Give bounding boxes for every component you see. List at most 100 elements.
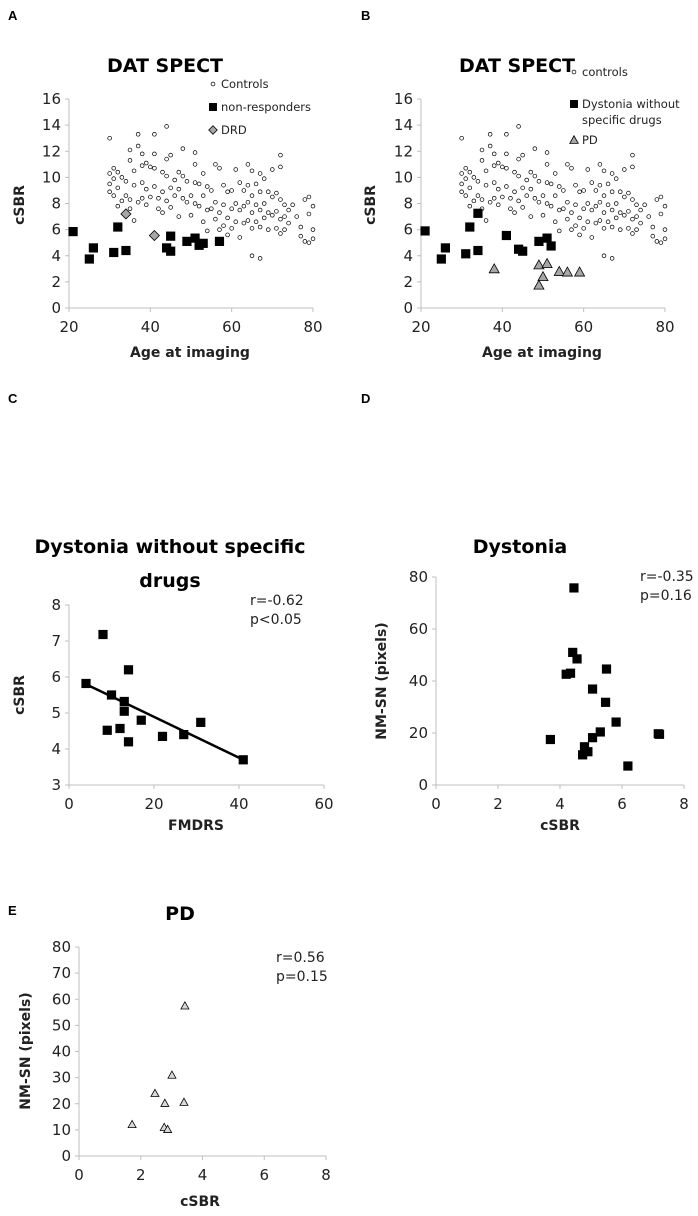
- data-point: [131, 182, 137, 188]
- y-axis-label: cSBR: [12, 675, 28, 715]
- data-point: [532, 173, 538, 179]
- data-point: [136, 715, 146, 725]
- data-point: [518, 246, 528, 256]
- panel-c: C Dystonia without specific drugs 3 4 5 6 7 8 0 20…: [8, 391, 334, 834]
- data-point: [98, 629, 108, 640]
- data-point: [167, 1070, 177, 1079]
- y-tick-label: 16: [42, 90, 61, 108]
- data-point: [278, 231, 283, 236]
- data-point: [589, 235, 595, 240]
- data-point: [461, 249, 471, 259]
- data-point: [160, 1098, 170, 1107]
- x-tick-label: 60: [314, 795, 333, 813]
- data-point: [581, 188, 586, 193]
- legend: controls Dystonia without specific drugs PD: [569, 65, 680, 147]
- data-point: [565, 668, 576, 678]
- legend-marker: [569, 134, 579, 144]
- data-point: [148, 164, 153, 170]
- data-point: [270, 213, 275, 218]
- data-point: [172, 177, 177, 183]
- correlation-annotation: p<0.05: [250, 612, 302, 628]
- data-point: [257, 171, 263, 176]
- data-point: [168, 185, 173, 191]
- data-point: [179, 1097, 189, 1106]
- correlation-annotation: p=0.15: [276, 969, 328, 985]
- data-point: [585, 167, 590, 172]
- chart-title: DAT SPECT: [459, 55, 575, 77]
- y-tick-label: 80: [409, 568, 428, 586]
- data-point: [436, 254, 446, 264]
- correlation-annotation: r=-0.35: [640, 569, 694, 585]
- data-point: [548, 181, 554, 187]
- data-point: [107, 189, 112, 194]
- data-point: [249, 168, 255, 174]
- data-point: [646, 214, 651, 219]
- y-tick-label: 0: [418, 776, 428, 794]
- data-point: [473, 208, 483, 218]
- data-point: [504, 151, 509, 157]
- data-point: [609, 224, 615, 230]
- data-point: [572, 654, 582, 664]
- data-point: [253, 181, 259, 187]
- data-point: [569, 583, 579, 593]
- data-point: [245, 182, 251, 188]
- data-point: [245, 199, 251, 205]
- data-point: [257, 224, 263, 230]
- data-point: [557, 207, 562, 213]
- data-point: [516, 124, 521, 129]
- data-point: [115, 723, 125, 734]
- data-point: [282, 214, 287, 219]
- data-point: [168, 152, 173, 158]
- data-point: [119, 706, 129, 716]
- y-tick-label: 14: [42, 116, 61, 134]
- data-point: [638, 207, 643, 213]
- data-point: [135, 143, 141, 149]
- data-point: [534, 236, 544, 246]
- x-tick-label: 2: [493, 795, 503, 813]
- y-tick-label: 10: [42, 168, 61, 186]
- data-point: [483, 168, 489, 174]
- data-point: [115, 169, 121, 175]
- data-point: [213, 162, 218, 167]
- data-point: [245, 218, 251, 223]
- data-point: [278, 216, 283, 222]
- legend-label: controls: [582, 65, 628, 79]
- data-point: [463, 176, 468, 181]
- data-point: [626, 226, 631, 231]
- data-point: [623, 761, 633, 771]
- data-point: [491, 151, 497, 157]
- data-point: [597, 218, 603, 223]
- data-point: [532, 196, 538, 201]
- data-point: [160, 210, 165, 215]
- data-point: [609, 171, 615, 176]
- data-point: [552, 193, 558, 198]
- x-tick-label: 6: [617, 795, 627, 813]
- data-point: [597, 199, 603, 205]
- x-tick-label: 20: [144, 795, 163, 813]
- data-point: [662, 203, 668, 209]
- data-point: [196, 717, 206, 727]
- y-axis-label: cSBR: [12, 185, 28, 225]
- data-point: [152, 151, 157, 157]
- data-point: [166, 246, 176, 256]
- data-point: [196, 203, 202, 209]
- data-point: [131, 218, 137, 223]
- data-point: [587, 733, 598, 743]
- data-point: [249, 210, 255, 215]
- data-point: [127, 197, 133, 202]
- data-point: [504, 165, 509, 171]
- data-point: [253, 219, 259, 225]
- data-point: [139, 163, 145, 168]
- y-tick-label: 40: [52, 1043, 71, 1061]
- legend-label: specific drugs: [582, 113, 662, 127]
- data-point: [274, 190, 279, 196]
- data-point: [184, 179, 190, 184]
- data-point: [310, 203, 316, 209]
- x-tick-label: 6: [259, 1166, 269, 1184]
- correlation-annotation: r=0.56: [276, 950, 325, 966]
- data-point: [198, 238, 208, 248]
- data-point: [290, 202, 295, 208]
- data-point: [123, 193, 129, 198]
- data-point: [634, 214, 639, 219]
- data-point: [237, 235, 243, 240]
